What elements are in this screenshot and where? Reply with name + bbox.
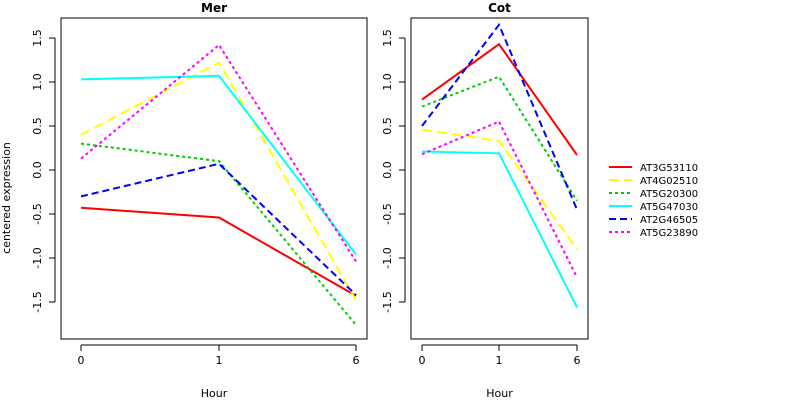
legend-label: AT3G53110	[640, 163, 698, 174]
series-line-at3g53110	[80, 206, 357, 297]
series-line-at5g20300	[421, 75, 578, 202]
series-line-at5g23890	[421, 120, 578, 278]
x-axis-label: Hour	[201, 387, 228, 400]
legend: AT3G53110 AT4G02510 AT5G20300 AT5G47030 AT2G…	[609, 163, 698, 239]
x-axis-label: Hour	[486, 387, 513, 400]
legend-label: AT5G47030	[640, 202, 698, 213]
panel-title: Cot	[488, 1, 511, 15]
panel-title: Mer	[201, 1, 227, 15]
x-tick-label: 1	[496, 354, 503, 367]
y-axis-label: centered expression	[0, 142, 13, 254]
y-tick-label: -1.5	[31, 291, 44, 312]
y-tick-label: 0.5	[381, 117, 394, 135]
plot-frame	[410, 17, 589, 340]
series-line-at2g46505	[80, 162, 357, 296]
y-tick-label: 1.0	[31, 73, 44, 91]
series-line-at4g02510	[80, 61, 357, 301]
series-line-at5g23890	[80, 43, 357, 263]
panels: Mer -1.5 -1.0 -0.5 0.0 0.5 1.0 1.5 0 1 6 Hour Cot -1.…	[31, 1, 589, 400]
y-tick-label: 1.0	[381, 73, 394, 91]
series-line-at2g46505	[421, 22, 578, 210]
y-tick-label: 0.5	[31, 117, 44, 135]
x-tick-label: 0	[78, 354, 85, 367]
y-tick-label: 0.0	[381, 161, 394, 179]
series-line-at4g02510	[421, 128, 578, 250]
x-tick-label: 6	[574, 354, 581, 367]
y-tick-label: -1.5	[381, 291, 394, 312]
legend-label: AT2G46505	[640, 215, 698, 226]
y-tick-label: -1.0	[31, 247, 44, 268]
legend-label: AT4G02510	[640, 176, 698, 187]
y-tick-label: -0.5	[381, 203, 394, 224]
y-tick-label: -1.0	[381, 247, 394, 268]
panel-cot: Cot -1.5 -1.0 -0.5 0.0 0.5 1.0 1.5 0 1 6 Hour	[381, 1, 589, 400]
x-tick-label: 0	[419, 354, 426, 367]
legend-label: AT5G23890	[640, 228, 698, 239]
series-line-at5g47030	[80, 74, 357, 256]
y-tick-label: -0.5	[31, 203, 44, 224]
y-tick-label: 1.5	[381, 29, 394, 47]
plot-frame	[60, 17, 368, 340]
series-line-at5g47030	[421, 150, 578, 308]
series-line-at3g53110	[421, 42, 578, 156]
y-tick-label: 0.0	[31, 161, 44, 179]
series-line-at5g20300	[80, 142, 357, 326]
panel-mer: Mer -1.5 -1.0 -0.5 0.0 0.5 1.0 1.5 0 1 6 Hour	[31, 1, 368, 400]
x-tick-label: 1	[216, 354, 223, 367]
legend-label: AT5G20300	[640, 189, 698, 200]
y-tick-label: 1.5	[31, 29, 44, 47]
x-tick-label: 6	[353, 354, 360, 367]
